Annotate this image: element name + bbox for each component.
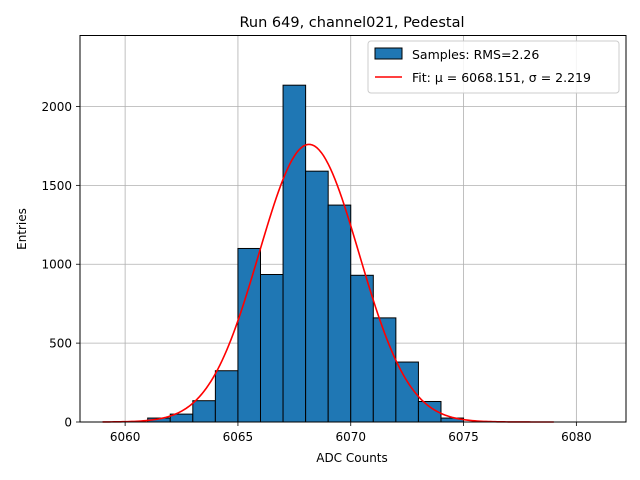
x-axis-ticks: 6060 6065 6070 6075 6080 (110, 422, 592, 444)
chart-title: Run 649, channel021, Pedestal (239, 15, 464, 31)
histogram-bars (147, 84, 465, 423)
legend-swatch-samples (374, 47, 403, 60)
histogram-bar (214, 370, 239, 423)
y-tick-label: 1000 (41, 258, 72, 272)
plot-frame (79, 35, 627, 423)
y-axis-label: Entries (15, 208, 29, 250)
y-tick-label: 2000 (41, 100, 72, 114)
y-tick-label: 0 (64, 416, 72, 430)
x-tick-label: 6080 (561, 430, 592, 444)
x-tick-label: 6075 (448, 430, 479, 444)
histogram-bar (305, 170, 329, 423)
legend: Samples: RMS=2.26 Fit: μ = 6068.151, σ =… (367, 40, 620, 94)
x-tick-label: 6070 (335, 430, 366, 444)
fit-curve (102, 143, 554, 423)
legend-box (367, 40, 620, 94)
x-axis-label: ADC Counts (316, 451, 388, 465)
histogram-bar (350, 274, 374, 423)
histogram-bar (192, 400, 216, 423)
x-tick-label: 6060 (110, 430, 141, 444)
y-tick-label: 500 (49, 337, 72, 351)
histogram-bar (237, 247, 261, 423)
y-axis-ticks: 0 500 1000 1500 2000 (41, 100, 80, 430)
histogram-bar (259, 273, 284, 423)
x-tick-label: 6065 (223, 430, 254, 444)
legend-label-fit: Fit: μ = 6068.151, σ = 2.219 (412, 70, 591, 85)
y-tick-label: 1500 (41, 179, 72, 193)
histogram-bar (327, 204, 352, 423)
legend-label-samples: Samples: RMS=2.26 (412, 47, 539, 62)
histogram-bar (282, 84, 307, 423)
